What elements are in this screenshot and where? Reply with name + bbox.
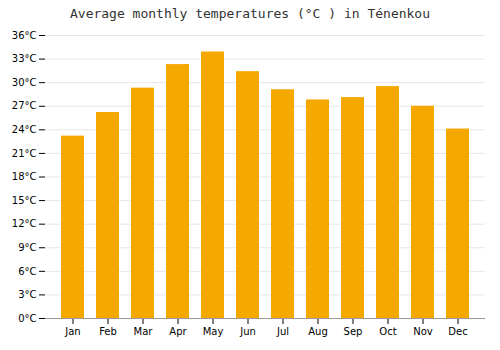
svg-text:36°C: 36°C [12,30,37,41]
svg-text:27°C: 27°C [12,100,37,111]
svg-text:Apr: Apr [169,326,187,337]
svg-text:Aug: Aug [308,326,328,337]
svg-text:18°C: 18°C [12,171,37,182]
svg-text:Mar: Mar [134,326,154,337]
svg-text:30°C: 30°C [12,77,37,88]
svg-text:Jan: Jan [64,326,80,337]
svg-text:May: May [203,326,224,337]
svg-text:3°C: 3°C [18,289,36,300]
svg-text:Dec: Dec [448,326,467,337]
svg-text:Jul: Jul [276,326,289,337]
svg-text:15°C: 15°C [12,195,37,206]
svg-text:12°C: 12°C [12,218,37,229]
svg-text:Oct: Oct [379,326,396,337]
svg-text:6°C: 6°C [18,266,36,277]
svg-text:33°C: 33°C [12,53,37,64]
svg-text:9°C: 9°C [18,242,36,253]
svg-text:Jun: Jun [239,326,256,337]
svg-text:24°C: 24°C [12,124,37,135]
svg-text:Feb: Feb [99,326,117,337]
svg-text:Nov: Nov [413,326,433,337]
svg-text:21°C: 21°C [12,148,37,159]
svg-text:0°C: 0°C [18,313,36,324]
svg-text:Sep: Sep [344,326,363,337]
html-text:Average monthly temperatures (: Average monthly temperatures (°C ) in Té… [70,6,430,21]
